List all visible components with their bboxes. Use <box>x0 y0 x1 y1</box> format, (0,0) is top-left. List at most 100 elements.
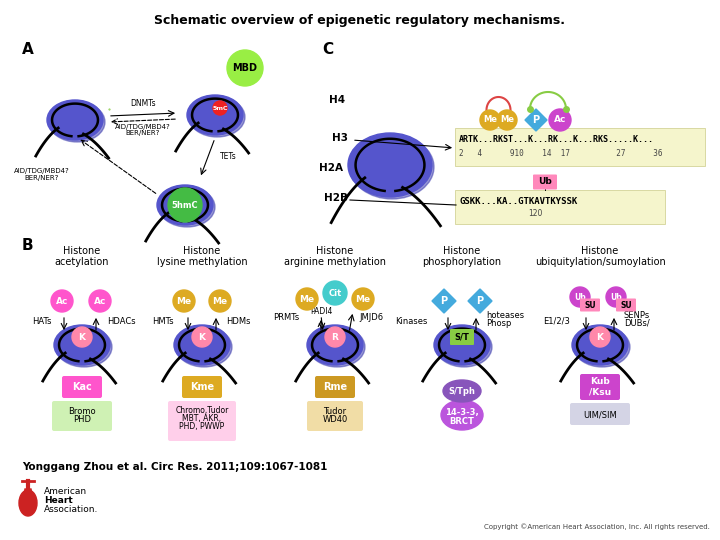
Text: Kub
/Ksu: Kub /Ksu <box>589 377 611 397</box>
Circle shape <box>209 290 231 312</box>
FancyBboxPatch shape <box>580 299 600 312</box>
Text: Ac: Ac <box>94 296 106 306</box>
Text: Me: Me <box>356 294 371 303</box>
Text: Me: Me <box>500 116 514 125</box>
Text: phosphorylation: phosphorylation <box>423 257 502 267</box>
Text: UIM/SIM: UIM/SIM <box>583 410 617 420</box>
Circle shape <box>72 327 92 347</box>
Circle shape <box>192 327 212 347</box>
Text: P: P <box>532 115 539 125</box>
Circle shape <box>168 188 202 222</box>
Text: K: K <box>199 333 205 341</box>
Text: hoteases: hoteases <box>486 310 524 320</box>
Ellipse shape <box>348 133 432 197</box>
Ellipse shape <box>56 327 112 367</box>
Text: Histone: Histone <box>444 246 481 256</box>
Text: Phosp: Phosp <box>486 319 511 327</box>
FancyBboxPatch shape <box>455 190 665 224</box>
Text: Me: Me <box>176 296 192 306</box>
FancyBboxPatch shape <box>315 376 355 398</box>
Text: DUBs/: DUBs/ <box>624 319 649 327</box>
Text: Schematic overview of epigenetic regulatory mechanisms.: Schematic overview of epigenetic regulat… <box>155 14 565 27</box>
Text: S/Tph: S/Tph <box>449 387 475 395</box>
Text: TETs: TETs <box>220 152 237 161</box>
Ellipse shape <box>47 100 103 140</box>
Text: Copyright ©American Heart Association, Inc. All rights reserved.: Copyright ©American Heart Association, I… <box>484 523 710 530</box>
Circle shape <box>497 110 517 130</box>
Circle shape <box>227 50 263 86</box>
Ellipse shape <box>441 400 483 430</box>
Text: 5mC: 5mC <box>212 105 228 111</box>
Ellipse shape <box>189 97 245 137</box>
Text: H2B: H2B <box>324 193 348 203</box>
Text: K: K <box>596 333 603 341</box>
Text: PRMTs: PRMTs <box>273 313 299 321</box>
Text: MBD: MBD <box>233 63 258 73</box>
Ellipse shape <box>443 380 481 402</box>
Text: AID/TDG/MBD4?: AID/TDG/MBD4? <box>115 124 171 130</box>
Text: PHD: PHD <box>73 415 91 424</box>
Text: Bromo: Bromo <box>68 407 96 415</box>
Text: 2   4      910    14  17          27      36: 2 4 910 14 17 27 36 <box>459 150 662 159</box>
Ellipse shape <box>574 327 630 367</box>
Text: E1/2/3: E1/2/3 <box>543 316 570 326</box>
Ellipse shape <box>176 327 232 367</box>
Text: AID/TDG/MBD4?: AID/TDG/MBD4? <box>14 168 70 174</box>
Text: acetylation: acetylation <box>55 257 109 267</box>
Text: SU: SU <box>620 300 632 309</box>
Text: BER/NER?: BER/NER? <box>24 175 59 181</box>
Text: BER/NER?: BER/NER? <box>126 130 160 136</box>
Ellipse shape <box>174 325 230 365</box>
Text: 5hmC: 5hmC <box>171 200 198 210</box>
Text: Heart: Heart <box>44 496 73 505</box>
Text: ubiquitylation/sumoylation: ubiquitylation/sumoylation <box>535 257 665 267</box>
Text: Ub: Ub <box>538 178 552 186</box>
Text: Kinases: Kinases <box>395 316 428 326</box>
Circle shape <box>51 290 73 312</box>
Text: Me: Me <box>212 296 228 306</box>
Text: GSKK...KA..GTKAVTKYSSK: GSKK...KA..GTKAVTKYSSK <box>459 197 577 206</box>
Text: 14-3-3,: 14-3-3, <box>445 408 479 416</box>
Polygon shape <box>23 489 33 501</box>
Circle shape <box>590 327 610 347</box>
Text: HMTs: HMTs <box>153 316 174 326</box>
FancyBboxPatch shape <box>52 401 112 431</box>
Circle shape <box>549 109 571 131</box>
Text: ARTK...RKST...K...RK...K...RKS.....K...: ARTK...RKST...K...RK...K...RKS.....K... <box>459 134 654 144</box>
Text: American: American <box>44 487 87 496</box>
Ellipse shape <box>159 187 215 227</box>
Text: Me: Me <box>300 294 315 303</box>
Polygon shape <box>432 289 456 313</box>
Text: Histone: Histone <box>581 246 618 256</box>
Text: B: B <box>22 238 34 253</box>
Text: PADI4: PADI4 <box>310 307 332 315</box>
Circle shape <box>480 110 500 130</box>
Circle shape <box>606 287 626 307</box>
FancyBboxPatch shape <box>450 329 474 345</box>
Text: Ac: Ac <box>554 116 566 125</box>
FancyBboxPatch shape <box>307 401 363 431</box>
Ellipse shape <box>187 95 243 135</box>
FancyBboxPatch shape <box>455 128 705 166</box>
Ellipse shape <box>49 102 105 142</box>
Text: HATs: HATs <box>32 316 52 326</box>
Text: Histone: Histone <box>63 246 101 256</box>
Circle shape <box>89 290 111 312</box>
Circle shape <box>323 281 347 305</box>
Text: arginine methylation: arginine methylation <box>284 257 386 267</box>
Text: S/T: S/T <box>454 333 469 341</box>
Text: Rme: Rme <box>323 382 347 392</box>
Ellipse shape <box>350 135 434 199</box>
Text: P: P <box>477 296 484 306</box>
Text: HDMs: HDMs <box>226 316 251 326</box>
Circle shape <box>296 288 318 310</box>
Text: Kac: Kac <box>72 382 92 392</box>
Circle shape <box>352 288 374 310</box>
Ellipse shape <box>157 185 213 225</box>
Text: HDACs: HDACs <box>107 316 135 326</box>
FancyBboxPatch shape <box>62 376 102 398</box>
Ellipse shape <box>307 325 363 365</box>
Text: Yonggang Zhou et al. Circ Res. 2011;109:1067-1081: Yonggang Zhou et al. Circ Res. 2011;109:… <box>22 462 328 472</box>
FancyBboxPatch shape <box>570 403 630 425</box>
Text: K: K <box>78 333 86 341</box>
